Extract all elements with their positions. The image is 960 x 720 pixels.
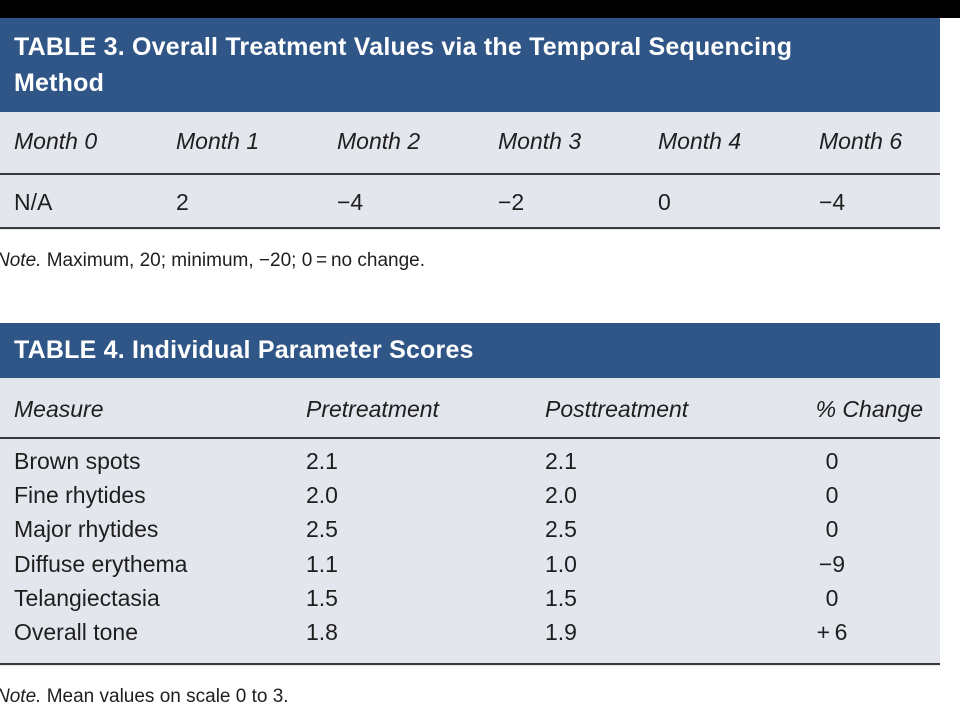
table-4-header-rule	[0, 437, 940, 439]
table-4-cell-pre: 2.0	[306, 482, 338, 508]
table-4-cell-measure: Diffuse erythema	[14, 551, 188, 577]
table-4-cell-post: 1.0	[545, 551, 577, 577]
table-3-title-line1: TABLE 3. Overall Treatment Values via th…	[14, 33, 793, 61]
table-3-header-rule	[0, 173, 940, 175]
table-3-header-row: Month 0 Month 1 Month 2 Month 3 Month 4 …	[0, 112, 940, 172]
table-3-cell: N/A	[14, 189, 53, 215]
table-4-cell-measure: Brown spots	[14, 448, 141, 474]
table-4-cell-post: 1.5	[545, 585, 577, 611]
table-3-cell: 2	[176, 189, 189, 215]
table-3-title: TABLE 3. Overall Treatment Values via th…	[0, 18, 940, 112]
table-4: TABLE 4. Individual Parameter Scores Mea…	[0, 323, 940, 666]
table-3-note-label: Note.	[0, 250, 42, 271]
table-3-note-text: Maximum, 20; minimum, −20; 0 = no change…	[41, 250, 425, 271]
table-4-cell-change: 0	[825, 516, 839, 542]
table-3-cell: −2	[498, 189, 525, 215]
table-3-header-cell: Month 1	[176, 128, 260, 154]
table-4-note-label: Note.	[0, 686, 42, 707]
table-4-header-row: Measure Pretreatment Posttreatment % Cha…	[0, 378, 940, 436]
table-4-cell-change: 0	[825, 448, 839, 474]
table-4-cell-measure: Fine rhytides	[14, 482, 146, 508]
table-4-header-cell: Pretreatment	[306, 396, 439, 422]
table-4-header-cell: Posttreatment	[545, 396, 689, 422]
table-4-cell-post: 2.0	[545, 482, 577, 508]
table-4-cell-measure: Overall tone	[14, 619, 139, 645]
table-4-cell-measure: Telangiectasia	[14, 585, 160, 611]
table-3-header-cell: Month 6	[819, 128, 903, 154]
table-3-note: Note. Maximum, 20; minimum, −20; 0 = no …	[0, 250, 425, 272]
table-3-bottom-rule	[0, 227, 940, 229]
table-4-cell-post: 2.1	[545, 448, 577, 474]
table-4-cell-change: −9	[818, 551, 846, 577]
table-4-cell-measure: Major rhytides	[14, 516, 159, 542]
table-3-cell: −4	[819, 189, 846, 215]
table-3-data-row: N/A 2 −4 −2 0 −4	[0, 175, 940, 227]
table-4-cell-post: 1.9	[545, 619, 577, 645]
table-4-title: TABLE 4. Individual Parameter Scores	[0, 323, 940, 378]
table-4-cell-post: 2.5	[545, 516, 577, 542]
table-3: TABLE 3. Overall Treatment Values via th…	[0, 18, 940, 230]
table-4-note-text: Mean values on scale 0 to 3.	[41, 686, 289, 707]
table-4-cell-pre: 2.5	[306, 516, 338, 542]
table-4-note: Note. Mean values on scale 0 to 3.	[0, 686, 289, 708]
table-4-cell-pre: 2.1	[306, 448, 338, 474]
top-black-bar	[0, 0, 960, 18]
table-4-cell-pre: 1.5	[306, 585, 338, 611]
table-4-cell-pre: 1.1	[306, 551, 338, 577]
table-4-header-cell: Measure	[14, 396, 104, 422]
table-4-cell-change: + 6	[816, 619, 848, 645]
table-3-header-cell: Month 0	[14, 128, 98, 154]
table-4-header-cell: % Change	[815, 396, 923, 422]
table-3-header-cell: Month 4	[658, 128, 742, 154]
table-3-cell: −4	[337, 189, 364, 215]
table-4-bottom-rule	[0, 663, 940, 665]
table-4-cell-pre: 1.8	[306, 619, 338, 645]
table-3-header-cell: Month 3	[498, 128, 582, 154]
table-4-cell-change: 0	[825, 482, 839, 508]
table-3-header-cell: Month 2	[337, 128, 421, 154]
table-3-title-line2: Method	[14, 69, 105, 97]
table-4-cell-change: 0	[825, 585, 839, 611]
table-3-cell: 0	[658, 189, 671, 215]
